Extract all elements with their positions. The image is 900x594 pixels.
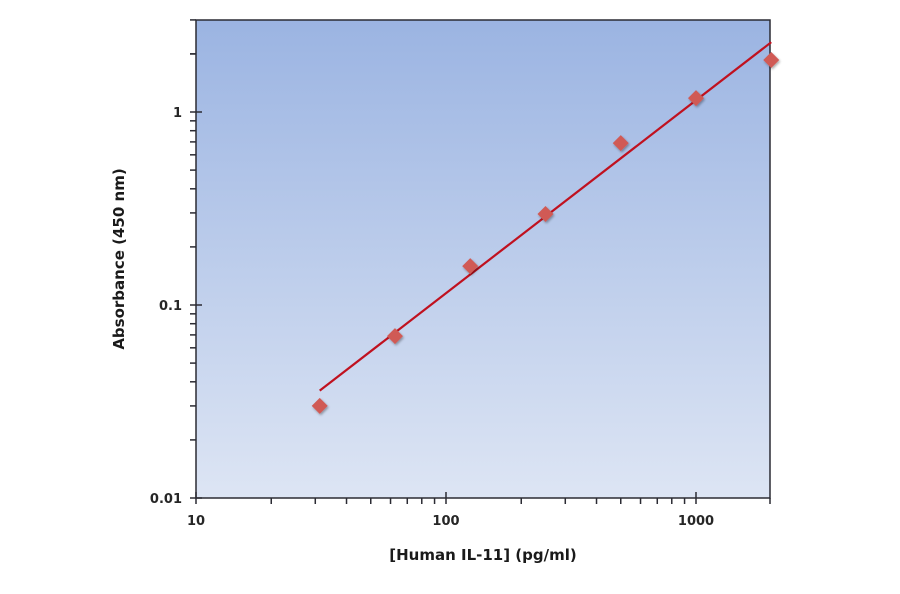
data-series [311, 41, 780, 414]
x-tick-label: 10 [187, 514, 205, 529]
data-point-diamond [612, 135, 629, 152]
x-axis-title: [Human IL-11] (pg/ml) [389, 546, 577, 564]
x-axis: 10 100 1000 [187, 492, 771, 529]
data-point-diamond [311, 397, 328, 414]
y-axis: 0.01 0.1 1 [150, 19, 202, 507]
plot-area [195, 19, 771, 499]
data-point-diamond [537, 206, 554, 223]
data-point-diamond [462, 258, 479, 275]
data-point-diamond [688, 90, 704, 107]
x-tick-label: 1000 [678, 514, 714, 529]
x-tick-label: 100 [432, 514, 459, 529]
data-point-diamond [763, 51, 780, 68]
y-axis-title: Absorbance (450 nm) [110, 168, 128, 349]
y-tick-label: 1 [173, 106, 182, 121]
data-point-diamond [386, 328, 403, 345]
y-tick-label: 0.1 [159, 299, 182, 314]
y-tick-label: 0.01 [150, 492, 182, 507]
